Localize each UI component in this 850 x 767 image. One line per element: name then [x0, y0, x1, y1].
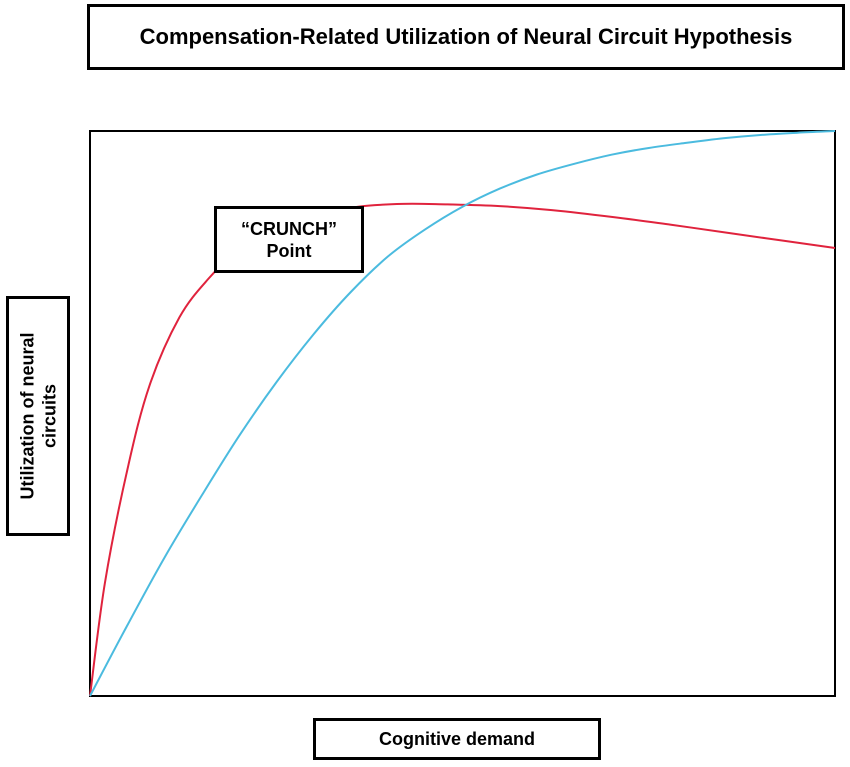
- series-line-2: [89, 130, 836, 697]
- y-axis-label-line-2: circuits: [39, 383, 60, 449]
- annotation-line-1: “CRUNCH”: [241, 218, 337, 239]
- y-axis-label: Utilization of neural circuits: [16, 332, 60, 499]
- chart-title: Compensation-Related Utilization of Neur…: [87, 4, 845, 70]
- annotation-line-2: Point: [266, 240, 312, 261]
- x-axis-label: Cognitive demand: [313, 718, 601, 760]
- y-axis-label-line-1: Utilization of neural: [17, 332, 38, 500]
- y-axis-label-box: Utilization of neural circuits: [6, 296, 70, 536]
- crunch-point-annotation: “CRUNCH” Point: [214, 206, 364, 273]
- plot-area-frame: [89, 130, 836, 697]
